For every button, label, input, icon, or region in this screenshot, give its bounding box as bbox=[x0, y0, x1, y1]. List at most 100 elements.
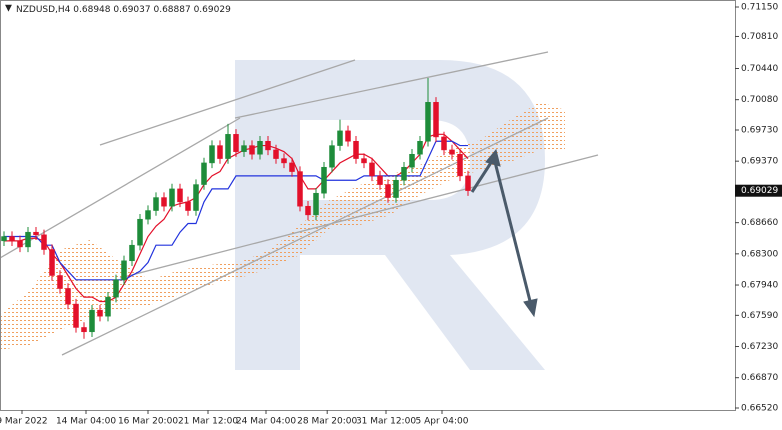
candle-body bbox=[81, 327, 87, 333]
candle-body bbox=[425, 102, 431, 142]
candle-body bbox=[225, 134, 231, 159]
candle-body bbox=[449, 149, 455, 155]
candle-body bbox=[137, 218, 143, 246]
y-tick-label: 0.69370 bbox=[741, 157, 778, 167]
candle-body bbox=[321, 166, 327, 194]
candle-body bbox=[441, 136, 447, 151]
candle-body bbox=[25, 231, 31, 248]
x-tick-label: 21 Mar 12:00 bbox=[178, 417, 238, 427]
trend-line bbox=[99, 59, 356, 146]
y-tick-label: 0.70810 bbox=[741, 32, 778, 42]
candle-body bbox=[169, 188, 175, 207]
y-tick-label: 0.69730 bbox=[741, 125, 778, 135]
candle-body bbox=[65, 288, 71, 305]
candle-body bbox=[209, 145, 215, 164]
candle-body bbox=[393, 179, 399, 198]
y-tick-label: 0.67590 bbox=[741, 311, 778, 321]
y-tick-label: 0.66870 bbox=[741, 373, 778, 383]
y-tick-label: 0.67940 bbox=[741, 281, 778, 291]
candle-body bbox=[377, 175, 383, 185]
candle-body bbox=[337, 130, 343, 146]
candle-body bbox=[41, 234, 47, 250]
candle-body bbox=[345, 130, 351, 142]
header: NZDUSD,H4 0.68948 0.69037 0.68887 0.6902… bbox=[16, 5, 231, 15]
y-tick-label: 0.70080 bbox=[741, 95, 778, 105]
indicator-line bbox=[4, 140, 468, 281]
candle-body bbox=[465, 175, 471, 191]
y-tick-label: 0.68660 bbox=[741, 218, 778, 228]
candle-body bbox=[57, 275, 63, 289]
candle-body bbox=[121, 260, 127, 281]
symbol: NZDUSD,H4 bbox=[16, 5, 71, 15]
candle-body bbox=[281, 158, 287, 164]
candle-body bbox=[73, 303, 79, 328]
candle-body bbox=[241, 145, 247, 152]
y-tick-label: 0.66520 bbox=[741, 404, 778, 414]
candle-body bbox=[1, 236, 7, 242]
candle-body bbox=[265, 141, 271, 151]
candle-body bbox=[409, 153, 415, 168]
candle-body bbox=[9, 236, 15, 242]
candle-body bbox=[129, 244, 135, 262]
candle-body bbox=[161, 197, 167, 207]
candle-body bbox=[145, 210, 151, 220]
menu-icon[interactable]: ▼ bbox=[5, 4, 12, 14]
y-tick-label: 0.67230 bbox=[741, 342, 778, 352]
candle-body bbox=[273, 149, 279, 159]
plot-frame bbox=[0, 0, 736, 411]
header-value: 0.69037 bbox=[113, 5, 150, 15]
header-value: 0.68948 bbox=[73, 5, 110, 15]
candle-body bbox=[113, 279, 119, 298]
y-tick-label: 0.71150 bbox=[741, 3, 778, 13]
header-value: 0.69029 bbox=[194, 5, 231, 15]
candle-body bbox=[385, 184, 391, 198]
candle-body bbox=[217, 145, 223, 159]
y-tick-label: 0.70440 bbox=[741, 64, 778, 74]
price-tag bbox=[735, 184, 782, 197]
candle-body bbox=[305, 205, 311, 216]
candle-body bbox=[289, 162, 295, 172]
x-tick-label: 9 Mar 2022 bbox=[0, 417, 48, 427]
candle-body bbox=[361, 158, 367, 164]
plot bbox=[1, 78, 471, 339]
candle-body bbox=[185, 201, 191, 211]
forecast-arrow bbox=[470, 148, 538, 318]
candle-body bbox=[353, 141, 359, 159]
candle-body bbox=[153, 197, 159, 211]
candle-body bbox=[17, 240, 23, 248]
trend-line bbox=[234, 51, 549, 119]
y-tick-label: 0.68300 bbox=[741, 249, 778, 259]
candle-body bbox=[257, 141, 263, 155]
candle-body bbox=[297, 171, 303, 207]
candle-body bbox=[89, 309, 95, 333]
candle-body bbox=[457, 153, 463, 177]
x-tick-label: 5 Apr 04:00 bbox=[416, 417, 469, 427]
trend-line bbox=[0, 117, 241, 259]
candle-body bbox=[233, 134, 239, 152]
x-tick-label: 14 Mar 04:00 bbox=[56, 417, 116, 427]
candle-body bbox=[369, 162, 375, 177]
candle-body bbox=[49, 249, 55, 276]
ichimoku-cloud bbox=[0, 102, 565, 350]
candle-body bbox=[433, 102, 439, 138]
x-tick-label: 28 Mar 20:00 bbox=[297, 417, 357, 427]
trend-line bbox=[119, 154, 599, 279]
candle-body bbox=[105, 296, 111, 317]
candle-body bbox=[329, 145, 335, 168]
candle-body bbox=[201, 162, 207, 185]
x-tick-label: 16 Mar 20:00 bbox=[118, 417, 178, 427]
price-tag-label: 0.69029 bbox=[741, 186, 778, 196]
candle-body bbox=[193, 184, 199, 211]
candle-body bbox=[401, 166, 407, 181]
candle-body bbox=[177, 188, 183, 203]
x-tick-label: 31 Mar 12:00 bbox=[356, 417, 416, 427]
candle-body bbox=[249, 145, 255, 155]
x-tick-label: 24 Mar 04:00 bbox=[236, 417, 296, 427]
candle-body bbox=[33, 231, 39, 236]
candle-body bbox=[313, 192, 319, 216]
candle-body bbox=[97, 309, 103, 317]
candle-body bbox=[417, 141, 423, 155]
header-value: 0.68887 bbox=[153, 5, 190, 15]
